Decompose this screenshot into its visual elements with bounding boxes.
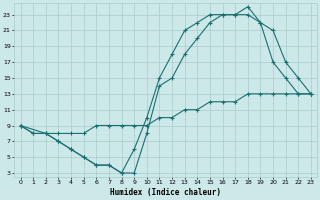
- X-axis label: Humidex (Indice chaleur): Humidex (Indice chaleur): [110, 188, 221, 197]
